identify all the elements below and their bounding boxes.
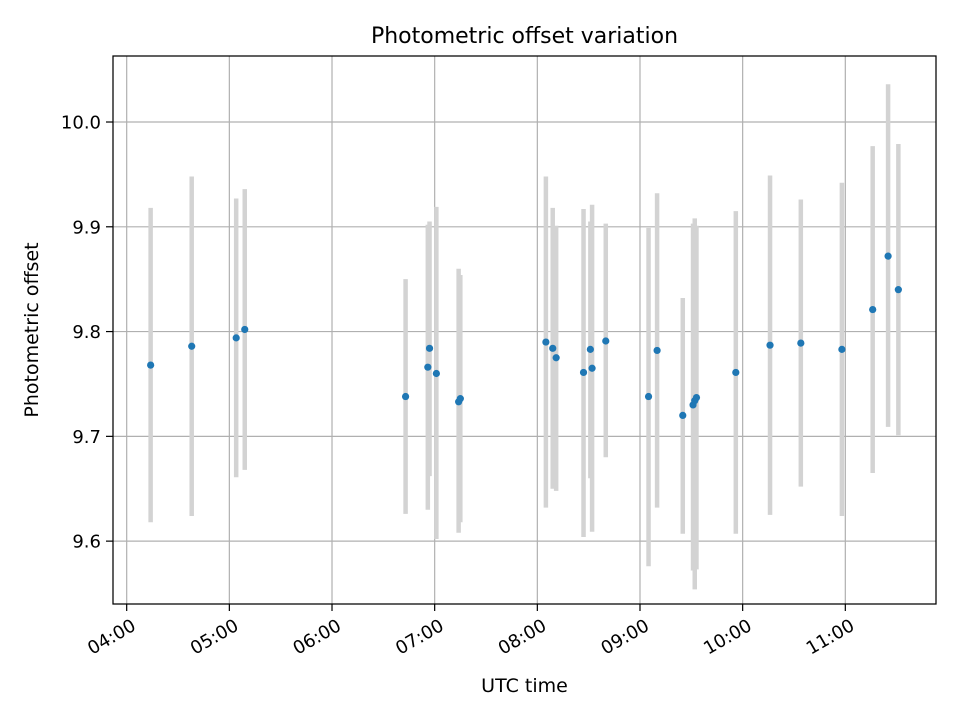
data-point (586, 345, 594, 353)
y-tick-label: 9.8 (72, 322, 101, 343)
plot-area-frame (112, 55, 937, 605)
data-point (549, 344, 557, 352)
data-point (542, 338, 550, 346)
data-point (241, 325, 249, 334)
data-point (552, 354, 560, 362)
y-tick-label: 9.6 (72, 532, 101, 553)
data-point (679, 411, 687, 419)
data-point (797, 339, 805, 347)
x-axis-label: UTC time (481, 675, 568, 697)
data-point (644, 392, 653, 401)
data-point (838, 345, 846, 353)
data-point (188, 342, 196, 350)
data-point (579, 368, 588, 377)
data-point (432, 369, 440, 378)
data-point (894, 286, 902, 294)
data-point (692, 393, 701, 402)
y-tick-label: 9.7 (72, 427, 101, 448)
data-point (232, 334, 240, 342)
data-point (766, 341, 774, 349)
data-point (884, 252, 892, 260)
y-axis: 9.6 9.7 9.8 9.9 10.0 (61, 113, 113, 553)
data-point (401, 392, 410, 401)
data-point (588, 364, 596, 372)
data-point (425, 344, 434, 352)
y-axis-label: Photometric offset (21, 242, 43, 417)
data-point (424, 363, 432, 371)
data-point (869, 305, 877, 314)
data-point (653, 346, 661, 355)
data-point (456, 395, 464, 403)
data-point (602, 337, 610, 345)
y-tick-label: 9.9 (72, 217, 101, 238)
data-point (147, 361, 155, 369)
y-tick-label: 10.0 (61, 113, 101, 134)
chart-title: Photometric offset variation (371, 24, 678, 49)
data-points (147, 252, 902, 419)
data-point (732, 368, 740, 377)
